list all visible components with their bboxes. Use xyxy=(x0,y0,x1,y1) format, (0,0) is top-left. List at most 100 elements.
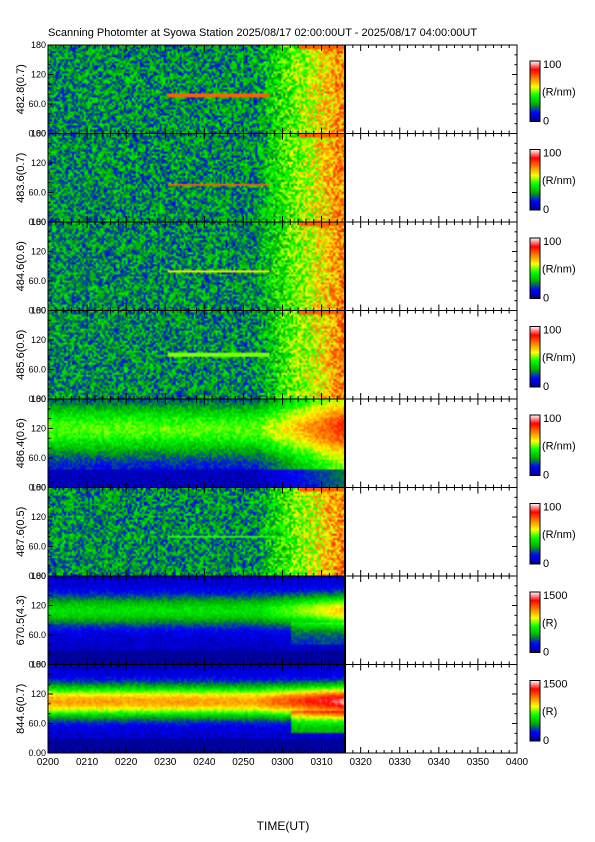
colorbar-unit-label: (R/nm) xyxy=(542,263,576,275)
y-tick-label: 180 xyxy=(31,306,46,316)
panel-ylabel: 670.5(4.3) xyxy=(15,595,27,645)
heatmap-image xyxy=(48,133,345,222)
y-tick-label: 60.0 xyxy=(28,188,46,198)
colorbar-unit-label: (R/nm) xyxy=(542,440,576,452)
colorbar-max-label: 100 xyxy=(543,236,561,248)
colorbar-min-label: 0 xyxy=(543,204,549,216)
colorbar-max-label: 100 xyxy=(543,502,561,514)
y-tick-label: 0.00 xyxy=(28,660,46,670)
panel-5: 0.00 60.0 120 180 486.4(0.6) 100 0 (R/nm) xyxy=(15,394,576,493)
panel-2: 0.00 60.0 120 180 483.6(0.7) 100 0 (R/nm) xyxy=(15,129,576,228)
colorbar-max-label: 100 xyxy=(543,413,561,425)
y-tick-label: 120 xyxy=(31,424,46,434)
panels: 0.00 60.0 120 180 482.8(0.7) 100 0 (R/nm) 0.00 60… xyxy=(15,40,576,768)
y-tick-label: 180 xyxy=(31,217,46,227)
panel-ylabel: 482.8(0.7) xyxy=(15,64,27,114)
colorbar-max-label: 1500 xyxy=(543,679,567,691)
colorbar-max-label: 100 xyxy=(543,148,561,160)
heatmap-image xyxy=(48,576,345,665)
colorbar xyxy=(529,326,541,388)
y-tick-label: 60.0 xyxy=(28,453,46,463)
colorbar-min-label: 0 xyxy=(543,558,549,570)
heatmap-image xyxy=(48,399,345,488)
heatmap-image xyxy=(48,222,345,311)
panel-ylabel: 485.6(0.6) xyxy=(15,330,27,380)
panel-1: 0.00 60.0 120 180 482.8(0.7) 100 0 (R/nm) xyxy=(15,40,576,139)
x-tick-label: 0400 xyxy=(506,757,529,768)
heatmap-image xyxy=(48,45,345,134)
y-tick-label: 0.00 xyxy=(28,571,46,581)
y-tick-label: 60.0 xyxy=(28,99,46,109)
heatmap-image xyxy=(48,487,345,576)
colorbar-max-label: 1500 xyxy=(543,590,567,602)
x-tick-label: 0350 xyxy=(467,757,490,768)
x-tick-label: 0250 xyxy=(232,757,255,768)
y-tick-label: 120 xyxy=(31,247,46,257)
colorbar xyxy=(529,680,541,742)
colorbar-min-label: 0 xyxy=(543,735,549,747)
y-tick-label: 120 xyxy=(31,158,46,168)
colorbar xyxy=(529,237,541,299)
x-tick-label: 0340 xyxy=(428,757,451,768)
y-tick-label: 180 xyxy=(31,483,46,493)
y-tick-label: 60.0 xyxy=(28,719,46,729)
y-tick-label: 0.00 xyxy=(28,748,46,758)
y-tick-label: 60.0 xyxy=(28,365,46,375)
y-tick-label: 0.00 xyxy=(28,306,46,316)
y-tick-label: 120 xyxy=(31,335,46,345)
colorbar xyxy=(529,149,541,211)
x-tick-label: 0210 xyxy=(76,757,99,768)
colorbar-unit-label: (R/nm) xyxy=(542,352,576,364)
x-tick-label: 0320 xyxy=(350,757,373,768)
y-tick-label: 0.00 xyxy=(28,394,46,404)
colorbar-min-label: 0 xyxy=(543,116,549,128)
panel-6: 0.00 60.0 120 180 487.6(0.5) 100 0 (R/nm) xyxy=(15,483,576,582)
colorbar-unit-label: (R/nm) xyxy=(542,529,576,541)
y-tick-label: 0.00 xyxy=(28,217,46,227)
colorbar-min-label: 0 xyxy=(543,381,549,393)
colorbar-unit-label: (R/nm) xyxy=(542,175,576,187)
colorbar-min-label: 0 xyxy=(543,647,549,659)
y-tick-label: 60.0 xyxy=(28,542,46,552)
colorbar xyxy=(529,414,541,476)
y-tick-label: 120 xyxy=(31,601,46,611)
heatmap-image xyxy=(48,310,345,399)
y-tick-label: 180 xyxy=(31,394,46,404)
y-tick-label: 60.0 xyxy=(28,630,46,640)
x-tick-label: 0220 xyxy=(115,757,138,768)
x-tick-label: 0310 xyxy=(310,757,333,768)
x-tick-label: 0230 xyxy=(154,757,177,768)
x-tick-label: 0330 xyxy=(389,757,412,768)
y-tick-label: 120 xyxy=(31,689,46,699)
colorbar xyxy=(529,60,541,122)
panel-3: 0.00 60.0 120 180 484.6(0.6) 100 0 (R/nm) xyxy=(15,217,576,316)
y-tick-label: 180 xyxy=(31,40,46,50)
colorbar xyxy=(529,591,541,653)
x-tick-label: 0300 xyxy=(271,757,294,768)
panel-ylabel: 484.6(0.6) xyxy=(15,241,27,291)
panel-ylabel: 483.6(0.7) xyxy=(15,153,27,203)
chart-title: Scanning Photomter at Syowa Station 2025… xyxy=(48,27,477,39)
heatmap-image xyxy=(48,664,345,753)
panel-7: 0.00 60.0 120 180 670.5(4.3) 1500 0 (R) xyxy=(15,571,567,670)
colorbar-unit-label: (R) xyxy=(542,617,557,629)
panel-ylabel: 486.4(0.6) xyxy=(15,418,27,468)
y-tick-label: 120 xyxy=(31,70,46,80)
panel-4: 0.00 60.0 120 180 485.6(0.6) 100 0 (R/nm) xyxy=(15,306,576,405)
panel-ylabel: 844.6(0.7) xyxy=(15,684,27,734)
y-tick-label: 180 xyxy=(31,129,46,139)
y-tick-label: 0.00 xyxy=(28,483,46,493)
x-axis-label: TIME(UT) xyxy=(257,819,310,833)
colorbar-min-label: 0 xyxy=(543,293,549,305)
colorbar-max-label: 100 xyxy=(543,325,561,337)
x-tick-label: 0200 xyxy=(37,757,60,768)
panel-ylabel: 487.6(0.5) xyxy=(15,507,27,557)
panel-8: 0.00 60.0 120 180 844.6(0.7) 1500 0 (R) xyxy=(15,660,567,759)
colorbar-unit-label: (R/nm) xyxy=(542,86,576,98)
y-tick-label: 180 xyxy=(31,660,46,670)
y-tick-label: 120 xyxy=(31,512,46,522)
colorbar-unit-label: (R) xyxy=(542,706,557,718)
y-tick-label: 60.0 xyxy=(28,276,46,286)
y-tick-label: 0.00 xyxy=(28,129,46,139)
